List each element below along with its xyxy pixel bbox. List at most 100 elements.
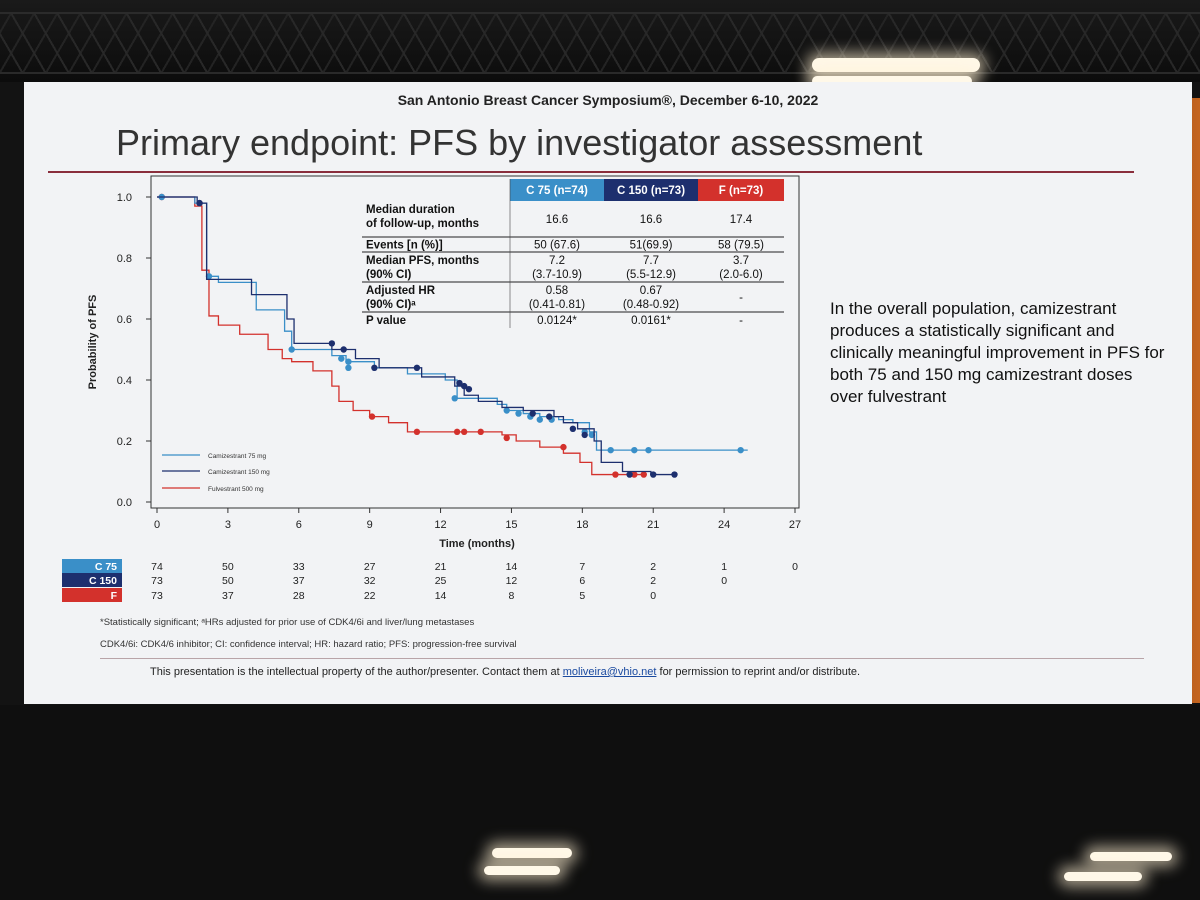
censor-mark-f [413, 428, 421, 436]
at-risk-value: 12 [506, 575, 518, 587]
table-row-label: Adjusted HR [366, 285, 436, 297]
table-row-label: P value [366, 315, 406, 327]
censor-mark-c150 [626, 471, 633, 478]
x-axis-label: Time (months) [439, 538, 515, 550]
at-risk-value: 73 [151, 575, 163, 587]
table-cell-value: 16.6 [640, 214, 662, 226]
contact-email-link[interactable]: moliveira@vhio.net [562, 666, 657, 678]
table-cell-value: 58 (79.5) [718, 240, 764, 252]
censor-mark-f [460, 428, 468, 436]
venue-ceiling [0, 0, 1200, 82]
y-tick-label: 0.2 [117, 436, 132, 448]
km-curve-f [157, 196, 644, 476]
table-cell-value: 16.6 [546, 214, 568, 226]
table-row-label: of follow-up, months [366, 218, 479, 230]
at-risk-value: 74 [151, 561, 163, 573]
summary-table-bg [362, 179, 784, 329]
censor-mark-c150 [413, 364, 421, 371]
at-risk-value: 28 [293, 590, 305, 602]
censor-mark-f [640, 471, 647, 478]
table-row-label: (90% CI) [366, 269, 412, 281]
table-header-label: F (n=73) [719, 185, 764, 197]
table-header-cell [604, 179, 698, 201]
censor-mark-c75 [737, 446, 744, 454]
censor-mark-c75 [338, 355, 345, 362]
table-cell-value: 51(69.9) [630, 240, 673, 252]
censor-mark-f [631, 471, 638, 478]
x-tick-label: 3 [225, 519, 231, 531]
table-row-label: (90% CI)ᵃ [366, 299, 416, 311]
table-cell-value: (0.41-0.81) [529, 299, 585, 311]
at-risk-value: 32 [364, 575, 376, 587]
table-cell-value: - [739, 292, 743, 304]
stage-light [812, 58, 980, 72]
censor-mark-c75 [631, 446, 638, 454]
at-risk-value: 14 [435, 590, 447, 602]
censor-mark-c150 [196, 199, 203, 207]
table-cell-value: 0.67 [640, 285, 662, 297]
at-risk-value: 0 [650, 590, 656, 602]
censor-mark-c75 [345, 364, 352, 371]
table-header-cell [510, 179, 604, 201]
at-risk-value: 8 [509, 590, 515, 602]
table-cell-value: 0.58 [546, 285, 568, 297]
at-risk-value: 37 [293, 575, 305, 587]
censor-mark-f [368, 413, 376, 420]
stage-light [1090, 852, 1172, 861]
at-risk-value: 5 [579, 590, 585, 602]
at-risk-value: 0 [721, 575, 727, 587]
censor-mark-c150 [371, 364, 378, 371]
table-cell-value: (2.0-6.0) [719, 269, 763, 281]
x-tick-label: 18 [576, 519, 588, 531]
table-cell-value: (3.7-10.9) [532, 269, 582, 281]
venue-floor [0, 705, 1200, 900]
at-risk-label-box [62, 559, 122, 573]
at-risk-value: 22 [364, 590, 376, 602]
at-risk-value: 33 [293, 561, 305, 573]
ip-notice: This presentation is the intellectual pr… [150, 666, 860, 678]
km-curve-c75 [157, 196, 748, 451]
presentation-slide: San Antonio Breast Cancer Symposium®, De… [24, 82, 1192, 704]
at-risk-value: 1 [721, 561, 727, 573]
y-tick-label: 1.0 [117, 192, 132, 204]
legend-label-f: Fulvestrant 500 mg [208, 486, 264, 493]
censor-mark-c150 [465, 385, 473, 393]
censor-mark-c75 [588, 431, 595, 439]
ip-notice-text: This presentation is the intellectual pr… [150, 666, 563, 678]
censor-mark-c75 [451, 395, 458, 402]
censor-mark-f [477, 428, 484, 436]
table-cell-value: 17.4 [730, 214, 753, 226]
censor-mark-c150 [671, 471, 678, 478]
y-tick-label: 0.8 [117, 253, 132, 265]
censor-mark-f [503, 434, 510, 442]
table-cell-value: 0.0161* [631, 315, 671, 327]
table-cell-value: (5.5-12.9) [626, 269, 676, 281]
at-risk-value: 7 [579, 561, 585, 573]
at-risk-value: 37 [222, 590, 234, 602]
legend-label-c150: Camizestrant 150 mg [208, 469, 270, 476]
stage-light [492, 848, 572, 858]
censor-mark-c75 [645, 446, 652, 454]
ip-notice-text-end: for permission to reprint and/or distrib… [656, 666, 861, 678]
y-tick-label: 0.0 [117, 497, 132, 509]
stage-light [484, 866, 560, 875]
at-risk-value: 14 [506, 561, 518, 573]
censor-mark-f [612, 471, 619, 478]
censor-mark-c150 [650, 471, 657, 478]
censor-mark-c150 [328, 340, 336, 347]
table-cell-value: 50 (67.6) [534, 240, 580, 252]
censor-mark-c150 [529, 410, 536, 417]
at-risk-value: 27 [364, 561, 376, 573]
stage-light [812, 76, 972, 86]
table-header-label: C 150 (n=73) [617, 185, 685, 197]
footnote-abbreviations: CDK4/6i: CDK4/6 inhibitor; CI: confidenc… [100, 639, 517, 650]
x-tick-label: 0 [154, 519, 160, 531]
plot-frame [150, 175, 800, 509]
table-row-label: Events [n (%)] [366, 240, 443, 252]
at-risk-label-box [62, 588, 122, 602]
title-divider [48, 171, 1134, 173]
censor-mark-c75 [536, 416, 543, 423]
at-risk-value: 73 [151, 590, 163, 602]
censor-mark-c150 [460, 382, 468, 390]
